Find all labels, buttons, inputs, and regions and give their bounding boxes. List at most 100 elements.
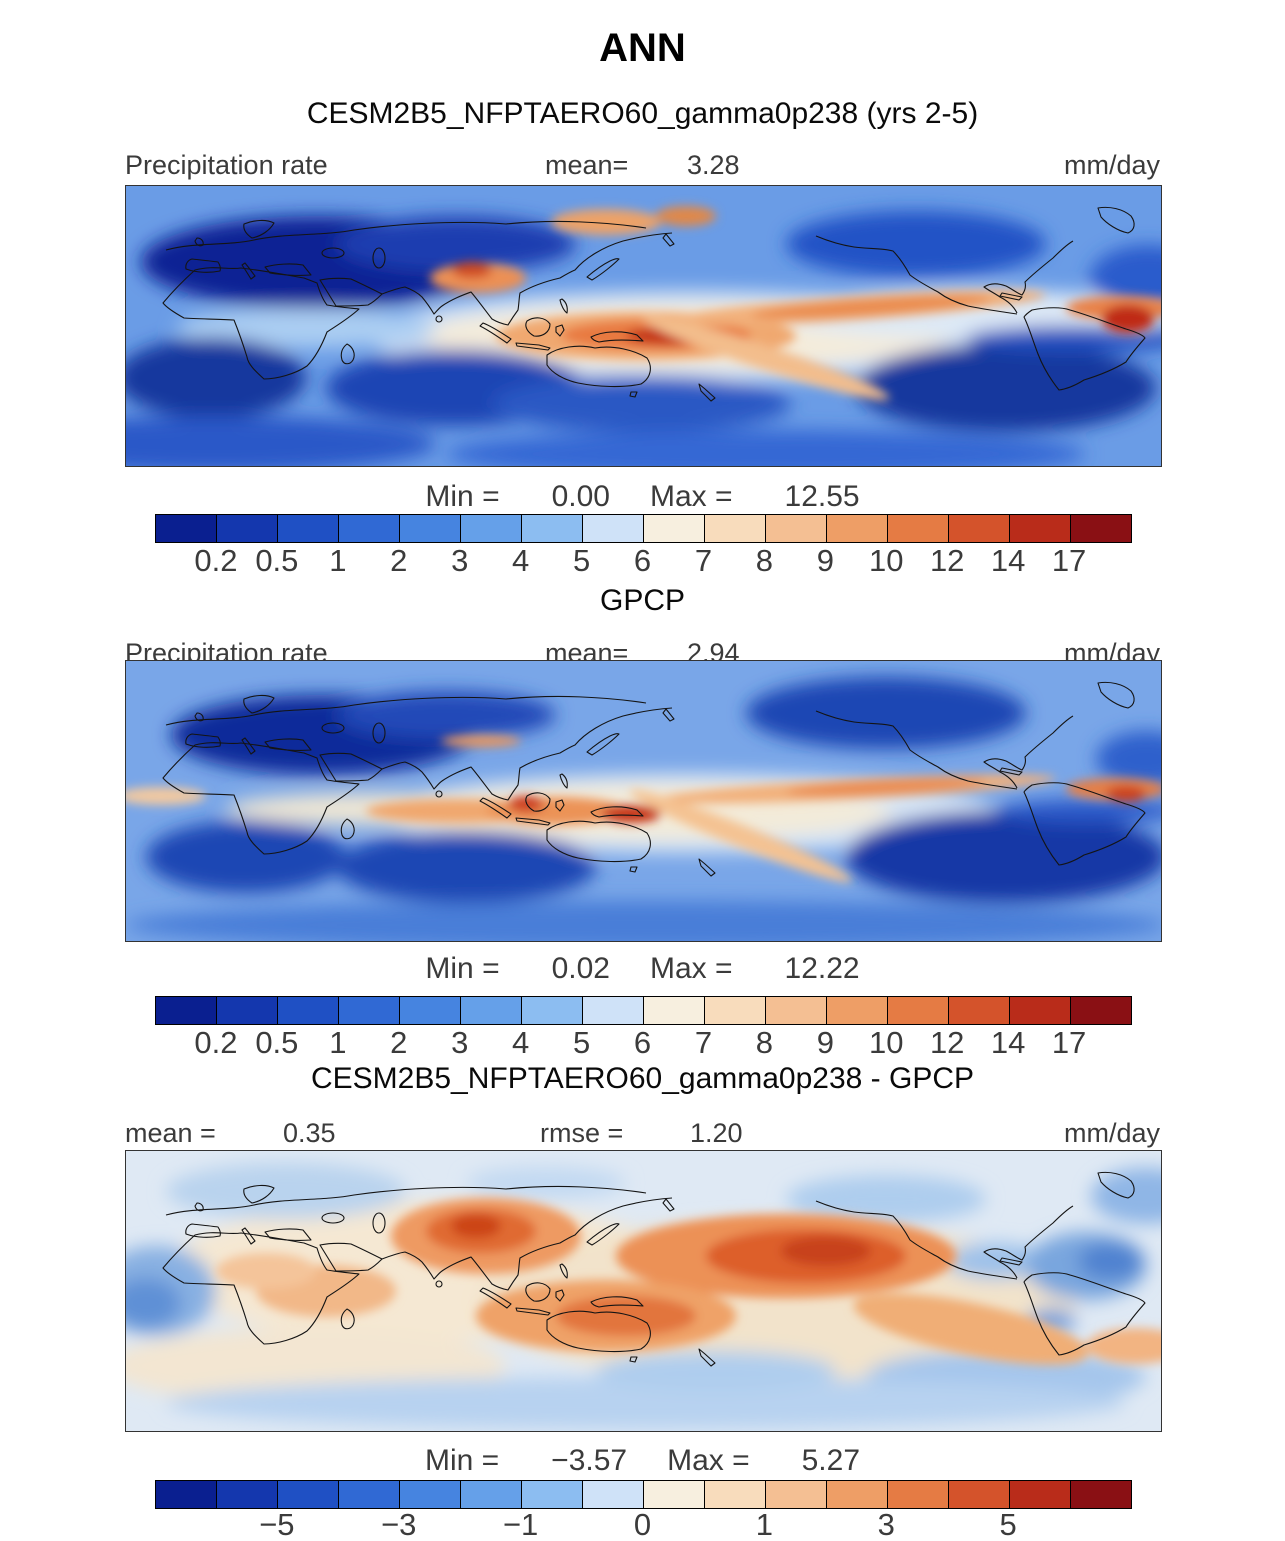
colorbar-tick-label: 7: [694, 1025, 713, 1060]
colorbar-segment: [278, 515, 339, 542]
colorbar-segment: [217, 997, 278, 1024]
panel-3-mean-value: 0.35: [283, 1118, 336, 1148]
panel-1-heading: CESM2B5_NFPTAERO60_gamma0p238 (yrs 2-5): [306, 97, 979, 130]
colorbar-segment: [827, 515, 888, 542]
panel-3-heading: CESM2B5_NFPTAERO60_gamma0p238 - GPCP: [310, 1062, 975, 1095]
colorbar-segment: [766, 1481, 827, 1508]
colorbar-tick-label: 12: [929, 543, 965, 578]
colorbar-tick-label: 0: [633, 1507, 652, 1541]
colorbar-tick-label: 6: [633, 1025, 652, 1060]
min-label: Min =: [424, 1444, 500, 1477]
panel-3-rmse-label: rmse =: [540, 1118, 624, 1148]
panel-1-mean-label: mean=: [545, 150, 629, 180]
colorbar-segment: [705, 997, 766, 1024]
panel-1-field-label: Precipitation rate: [125, 150, 328, 180]
min-value: −3.57: [551, 1444, 628, 1477]
colorbar-tick-label: 4: [512, 543, 530, 578]
colorbar-tick-label: 0.5: [255, 1025, 299, 1060]
colorbar-segment: [827, 997, 888, 1024]
colorbar-segment: [705, 515, 766, 542]
colorbar-segment: [339, 997, 400, 1024]
panel-1-stats-row: Precipitation rate mean= 3.28 mm/day: [125, 150, 1160, 184]
colorbar-tick-label: 1: [329, 1025, 347, 1060]
colorbar-tick-label: 4: [512, 1025, 530, 1060]
gpcp-field-itcz: [126, 735, 1161, 883]
panel-3-colorbar-ticks: −5 −3 −1 0 1 3 5: [155, 1507, 1130, 1541]
colorbar-segment: [888, 997, 949, 1024]
colorbar-tick-label: 0.2: [194, 543, 238, 578]
colorbar-tick-label: 5: [572, 543, 591, 578]
colorbar-tick-label: 5: [572, 1025, 591, 1060]
colorbar-segment: [949, 1481, 1010, 1508]
precip-map-difference: [126, 1151, 1161, 1431]
colorbar-tick-label: 3: [451, 543, 469, 578]
panel-2-map: [125, 660, 1162, 942]
colorbar-segment: [522, 997, 583, 1024]
colorbar-tick-label: 2: [390, 543, 408, 578]
panel-3-units-label: mm/day: [1063, 1118, 1160, 1148]
colorbar-segment: [644, 515, 705, 542]
colorbar-tick-label: 14: [990, 1025, 1026, 1060]
model-field-itcz: [430, 206, 1161, 400]
colorbar-tick-label: 10: [869, 543, 904, 578]
colorbar-tick-label: 17: [1051, 543, 1087, 578]
colorbar-tick-label: 9: [816, 543, 834, 578]
colorbar-tick-label: 2: [390, 1025, 408, 1060]
colorbar-segment: [1071, 997, 1131, 1024]
panel-1-minmax: Min = 0.00 Max = 12.55: [125, 480, 1160, 514]
colorbar-segment: [583, 1481, 644, 1508]
colorbar-segment: [156, 515, 217, 542]
colorbar-tick-label: 5: [999, 1507, 1017, 1541]
panel-1-colorbar-ticks: 0.2 0.5 1 2 3 4 5 6 7 8 9 10 12 14 17: [155, 543, 1130, 581]
panel-3-rmse-value: 1.20: [690, 1118, 743, 1148]
colorbar-tick-label: 17: [1051, 1025, 1087, 1060]
colorbar-segment: [827, 1481, 888, 1508]
max-value: 12.55: [784, 480, 860, 513]
figure-title: ANN: [599, 26, 686, 70]
diff-field-anomalies: [216, 1198, 1161, 1365]
min-value: 0.00: [551, 480, 610, 513]
colorbar-segment: [1071, 1481, 1131, 1508]
colorbar-segment: [278, 1481, 339, 1508]
max-value: 12.22: [784, 952, 860, 985]
colorbar-tick-label: 0.5: [255, 543, 299, 578]
panel-1-mean-value: 3.28: [687, 150, 740, 180]
colorbar-segment: [217, 1481, 278, 1508]
colorbar-segment: [583, 997, 644, 1024]
colorbar-segment: [1010, 515, 1071, 542]
colorbar-segment: [766, 515, 827, 542]
colorbar-tick-label: 8: [755, 1025, 773, 1060]
colorbar-tick-label: 0.2: [194, 1025, 238, 1060]
colorbar-segment: [644, 997, 705, 1024]
max-label: Max =: [649, 952, 733, 985]
colorbar-tick-label: 8: [755, 543, 773, 578]
panel-2-heading: GPCP: [599, 584, 686, 617]
colorbar-segment: [522, 1481, 583, 1508]
colorbar-segment: [156, 997, 217, 1024]
colorbar-tick-label: −3: [381, 1507, 417, 1541]
colorbar-tick-label: 6: [633, 543, 652, 578]
panel-1-map: [125, 185, 1162, 467]
colorbar-tick-label: 3: [877, 1507, 895, 1541]
colorbar-segment: [949, 515, 1010, 542]
colorbar-segment: [1071, 515, 1131, 542]
colorbar-segment: [278, 997, 339, 1024]
colorbar-segment: [461, 997, 522, 1024]
colorbar-tick-label: 9: [816, 1025, 834, 1060]
colorbar-segment: [217, 515, 278, 542]
precip-map-model: [126, 186, 1161, 466]
colorbar-tick-label: −5: [259, 1507, 295, 1541]
panel-3-stats-row: mean = 0.35 rmse = 1.20 mm/day: [125, 1118, 1160, 1152]
colorbar-tick-label: 14: [990, 543, 1026, 578]
colorbar-tick-label: 10: [869, 1025, 904, 1060]
panel-1-colorbar: [155, 514, 1132, 543]
colorbar-segment: [461, 515, 522, 542]
colorbar-segment: [888, 1481, 949, 1508]
colorbar-segment: [400, 1481, 461, 1508]
colorbar-tick-label: 3: [451, 1025, 469, 1060]
max-label: Max =: [667, 1444, 750, 1477]
colorbar-tick-label: 12: [929, 1025, 965, 1060]
colorbar-segment: [766, 997, 827, 1024]
colorbar-segment: [705, 1481, 766, 1508]
max-label: Max =: [649, 480, 733, 513]
